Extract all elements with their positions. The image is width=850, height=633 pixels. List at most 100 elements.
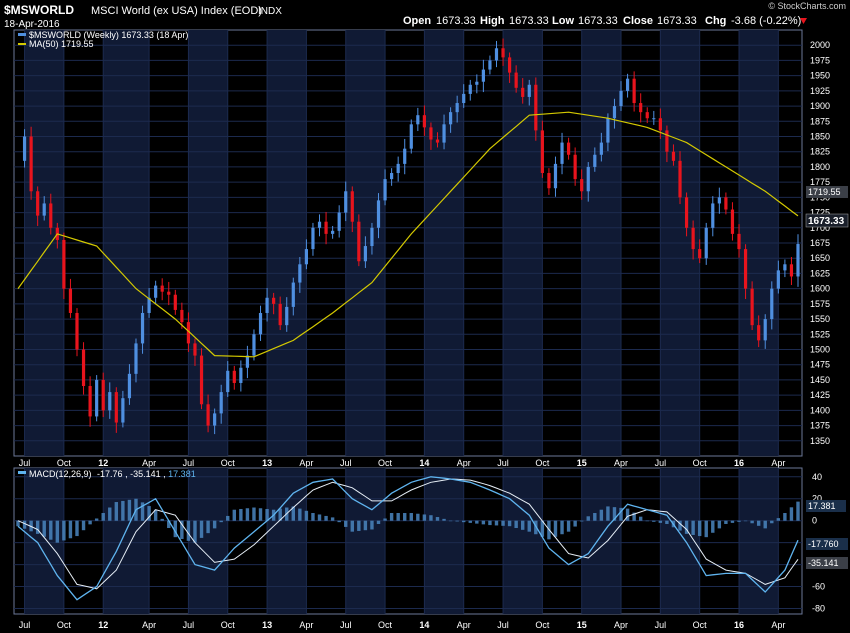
macd-hist-bar [678,520,682,531]
macd-hist-bar [560,520,564,535]
macd-hist-bar [579,520,584,522]
high-label: High [480,15,505,27]
macd-hist-bar [350,520,354,532]
macd-hist-bar [370,520,374,530]
macd-hist-bar [455,520,459,522]
macd-hist-bar [770,520,774,524]
macd-hist-bar [311,513,315,521]
up-bar-body [337,212,341,231]
close-value: 1673.33 [657,15,697,27]
macd-badge-value: -17.760 [808,539,839,549]
down-bar-body [566,142,571,155]
price-y-ticks: 1350 1375 1400 1425 1450 1475 1500 1525 1550 1575… [810,40,830,446]
macd-hist-bar [403,513,407,521]
up-bar-body [396,163,400,174]
price-legend: $MSWORLD (Weekly) 1673.33 (18 Apr) [29,30,188,40]
macd-hist-bar [409,513,413,521]
macd-hist-bar [357,520,361,531]
macd-hist-bar [521,520,525,530]
x-axis-top: Jul Oct 12 Apr Jul Oct 13 Apr Jul Oct 14 Apr Jul Oct 1… [19,458,786,468]
macd-hist-bar [632,512,636,521]
up-bar-body [140,312,145,344]
down-bar-body [422,115,426,128]
x-tick-label-top: Apr [299,458,313,468]
macd-panel[interactable]: -80-60-40-2002040 MACD(12,26,9) -17.76 ,… [13,467,848,615]
macd-hist-bar [193,520,197,543]
macd-hist-bar [167,520,171,529]
up-bar-body [527,84,531,97]
up-bar-body [494,48,499,61]
macd-hist-bar [652,520,656,522]
up-bar-body [219,392,223,414]
macd-histogram [16,498,800,543]
x-tick-label-bottom: Apr [142,620,156,630]
macd-legend-v2: -35.141 [130,469,161,479]
down-bar-body [521,87,525,97]
up-bar-body [717,197,721,204]
macd-hist-bar [49,520,53,540]
macd-badge [806,538,848,550]
macd-hist-bar [22,520,27,529]
macd-hist-bar [507,520,512,527]
price-y-tick-label: 1675 [810,238,830,248]
macd-hist-bar [42,520,46,537]
down-bar-body [750,288,754,326]
down-bar-body [232,370,236,383]
up-bar-body [599,142,603,155]
macd-hist-bar [265,508,269,521]
macd-hist-bar [743,520,748,522]
x-tick-label-bottom: Jul [183,620,195,630]
macd-hist-bar [665,520,669,524]
down-bar-body [75,312,79,350]
macd-hist-bar [527,520,531,532]
x-tick-label-top: Apr [142,458,156,468]
macd-hist-bar [330,517,335,521]
open-label: Open [403,15,431,27]
macd-hist-bar [212,520,217,529]
down-bar-body [698,249,702,259]
macd-hist-bar [763,520,767,529]
down-bar-body [639,103,643,113]
macd-line [17,476,799,601]
x-tick-label-bottom: Oct [693,620,708,630]
price-y-tick-label: 1700 [810,223,830,233]
macd-hist-bar [258,508,263,521]
x-tick-label-top: Oct [535,458,550,468]
up-bar-body [252,334,256,356]
macd-hist-bar [724,520,728,524]
price-y-tick-label: 1375 [810,421,830,431]
macd-hist-bar [219,520,223,523]
macd-hist-bar [684,520,689,534]
macd-hist-bar [324,515,328,521]
x-tick-label-bottom: 13 [262,620,272,630]
down-bar-body [743,249,748,289]
price-y-tick-label: 1500 [810,345,830,355]
price-y-tick-label: 1650 [810,253,830,263]
macd-legend-swatch [18,471,26,474]
macd-hist-bar [468,520,472,523]
hist-badge-value: 17.381 [808,501,836,511]
macd-hist-bar [416,513,420,521]
up-bar-body [783,264,787,271]
exchange-label: INDX [258,6,282,17]
macd-hist-bar [645,520,649,522]
macd-hist-bar [278,508,282,521]
macd-band [581,468,622,614]
up-bar-body [593,154,597,167]
up-bar-body [311,227,315,250]
price-panel[interactable]: 1350 1375 1400 1425 1450 1475 1500 1525 1550 1575… [13,29,849,457]
date-label: 18-Apr-2016 [4,19,60,30]
macd-hist-bar [232,509,237,521]
price-y-tick-label: 1975 [810,55,830,65]
up-bar-body [488,60,492,70]
macd-hist-bar [206,520,210,534]
macd-bands [24,468,779,614]
macd-hist-bar [658,520,663,523]
price-y-tick-label: 1475 [810,360,830,370]
up-bar-body [625,78,630,91]
down-bar-body [101,379,105,411]
macd-hist-bar [245,508,250,521]
up-bar-body [22,136,27,161]
price-y-tick-label: 1925 [810,86,830,96]
